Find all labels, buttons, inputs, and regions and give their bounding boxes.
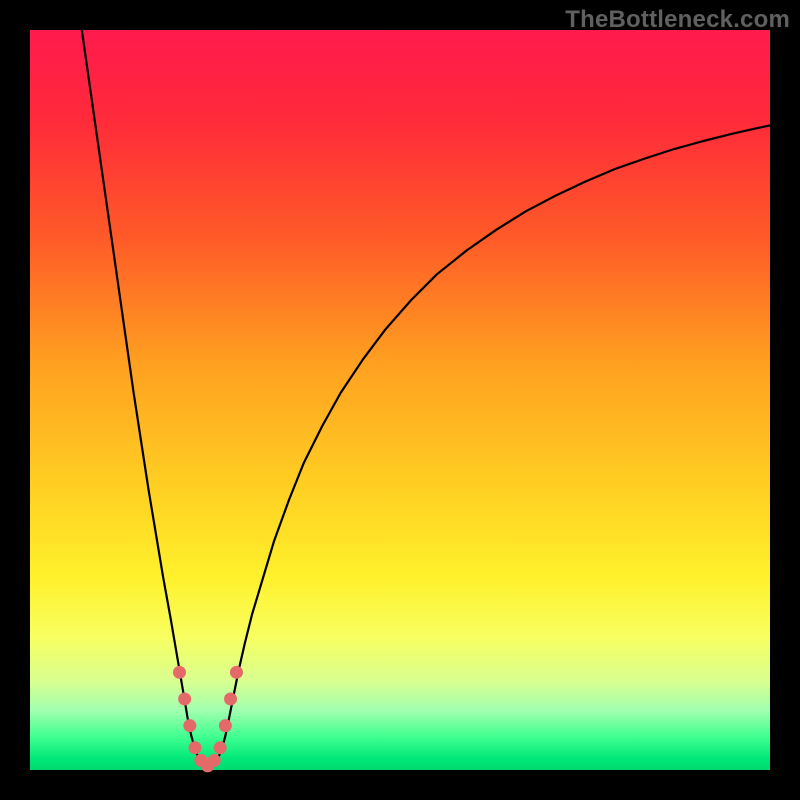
marker-point xyxy=(173,666,186,679)
marker-point xyxy=(183,719,196,732)
marker-point xyxy=(219,719,232,732)
marker-point xyxy=(214,741,227,754)
marker-point xyxy=(189,741,202,754)
marker-point xyxy=(230,666,243,679)
bottleneck-chart xyxy=(0,0,800,800)
watermark-text: TheBottleneck.com xyxy=(565,6,790,34)
marker-point xyxy=(208,754,221,767)
plot-background-gradient xyxy=(30,30,770,770)
marker-point xyxy=(178,692,191,705)
chart-container: TheBottleneck.com xyxy=(0,0,800,800)
marker-point xyxy=(224,692,237,705)
